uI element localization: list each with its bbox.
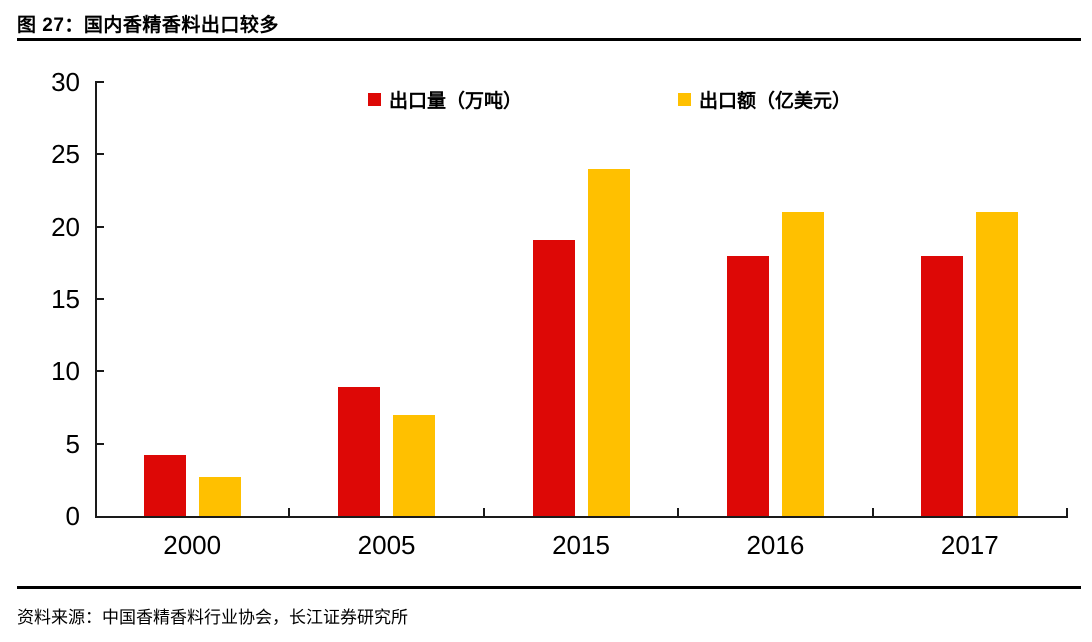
bar-2017-series0 (921, 256, 964, 516)
bar-2015-series0 (532, 240, 575, 516)
y-tick-label: 15 (51, 284, 80, 314)
y-tick-label: 30 (51, 67, 80, 97)
bar-2017-series1 (976, 212, 1019, 516)
legend-swatch-gold-icon (678, 92, 691, 106)
title-underline (17, 38, 1081, 41)
bar-2000-series1 (198, 477, 241, 516)
x-tick (871, 508, 874, 518)
y-tick-label: 20 (51, 211, 80, 242)
y-axis-line (95, 82, 97, 518)
x-axis-label: 2005 (357, 530, 416, 560)
plot-area (95, 81, 1068, 518)
y-tick (95, 81, 104, 83)
footer-divider (17, 586, 1081, 589)
legend-item-export-volume: 出口量（万吨） (368, 86, 522, 112)
x-axis-label: 2017 (940, 530, 999, 560)
y-tick (95, 370, 104, 373)
legend-label-export-value: 出口额（亿美元） (699, 90, 852, 112)
x-tick (482, 508, 485, 518)
y-tick-label: 5 (65, 428, 80, 459)
y-tick-label: 0 (65, 501, 80, 531)
bar-2005-series0 (338, 387, 381, 516)
x-tick (1066, 508, 1068, 518)
y-tick (95, 153, 104, 156)
y-tick (95, 225, 104, 228)
x-axis-label: 2016 (746, 530, 805, 560)
y-tick-label: 10 (51, 356, 80, 387)
page-title: 图 27：国内香精香料出口较多 (17, 15, 279, 36)
bar-2016-series0 (726, 256, 769, 516)
x-axis-label: 2000 (163, 530, 222, 560)
bar-2005-series1 (393, 415, 436, 516)
legend-label-export-volume: 出口量（万吨） (389, 90, 523, 112)
y-tick (95, 298, 104, 300)
y-tick-label: 25 (51, 139, 80, 170)
legend-item-export-value: 出口额（亿美元） (678, 86, 851, 112)
bar-2000-series0 (143, 455, 186, 516)
y-tick (95, 442, 104, 445)
bar-2016-series1 (781, 212, 824, 516)
x-tick (677, 508, 680, 518)
x-axis-line (95, 516, 1068, 518)
bar-2015-series1 (587, 169, 630, 516)
legend-swatch-red-icon (368, 92, 381, 106)
x-tick (288, 508, 291, 518)
x-axis-label: 2015 (552, 530, 610, 560)
source-note: 资料来源：中国香精香料行业协会，长江证券研究所 (17, 608, 408, 627)
